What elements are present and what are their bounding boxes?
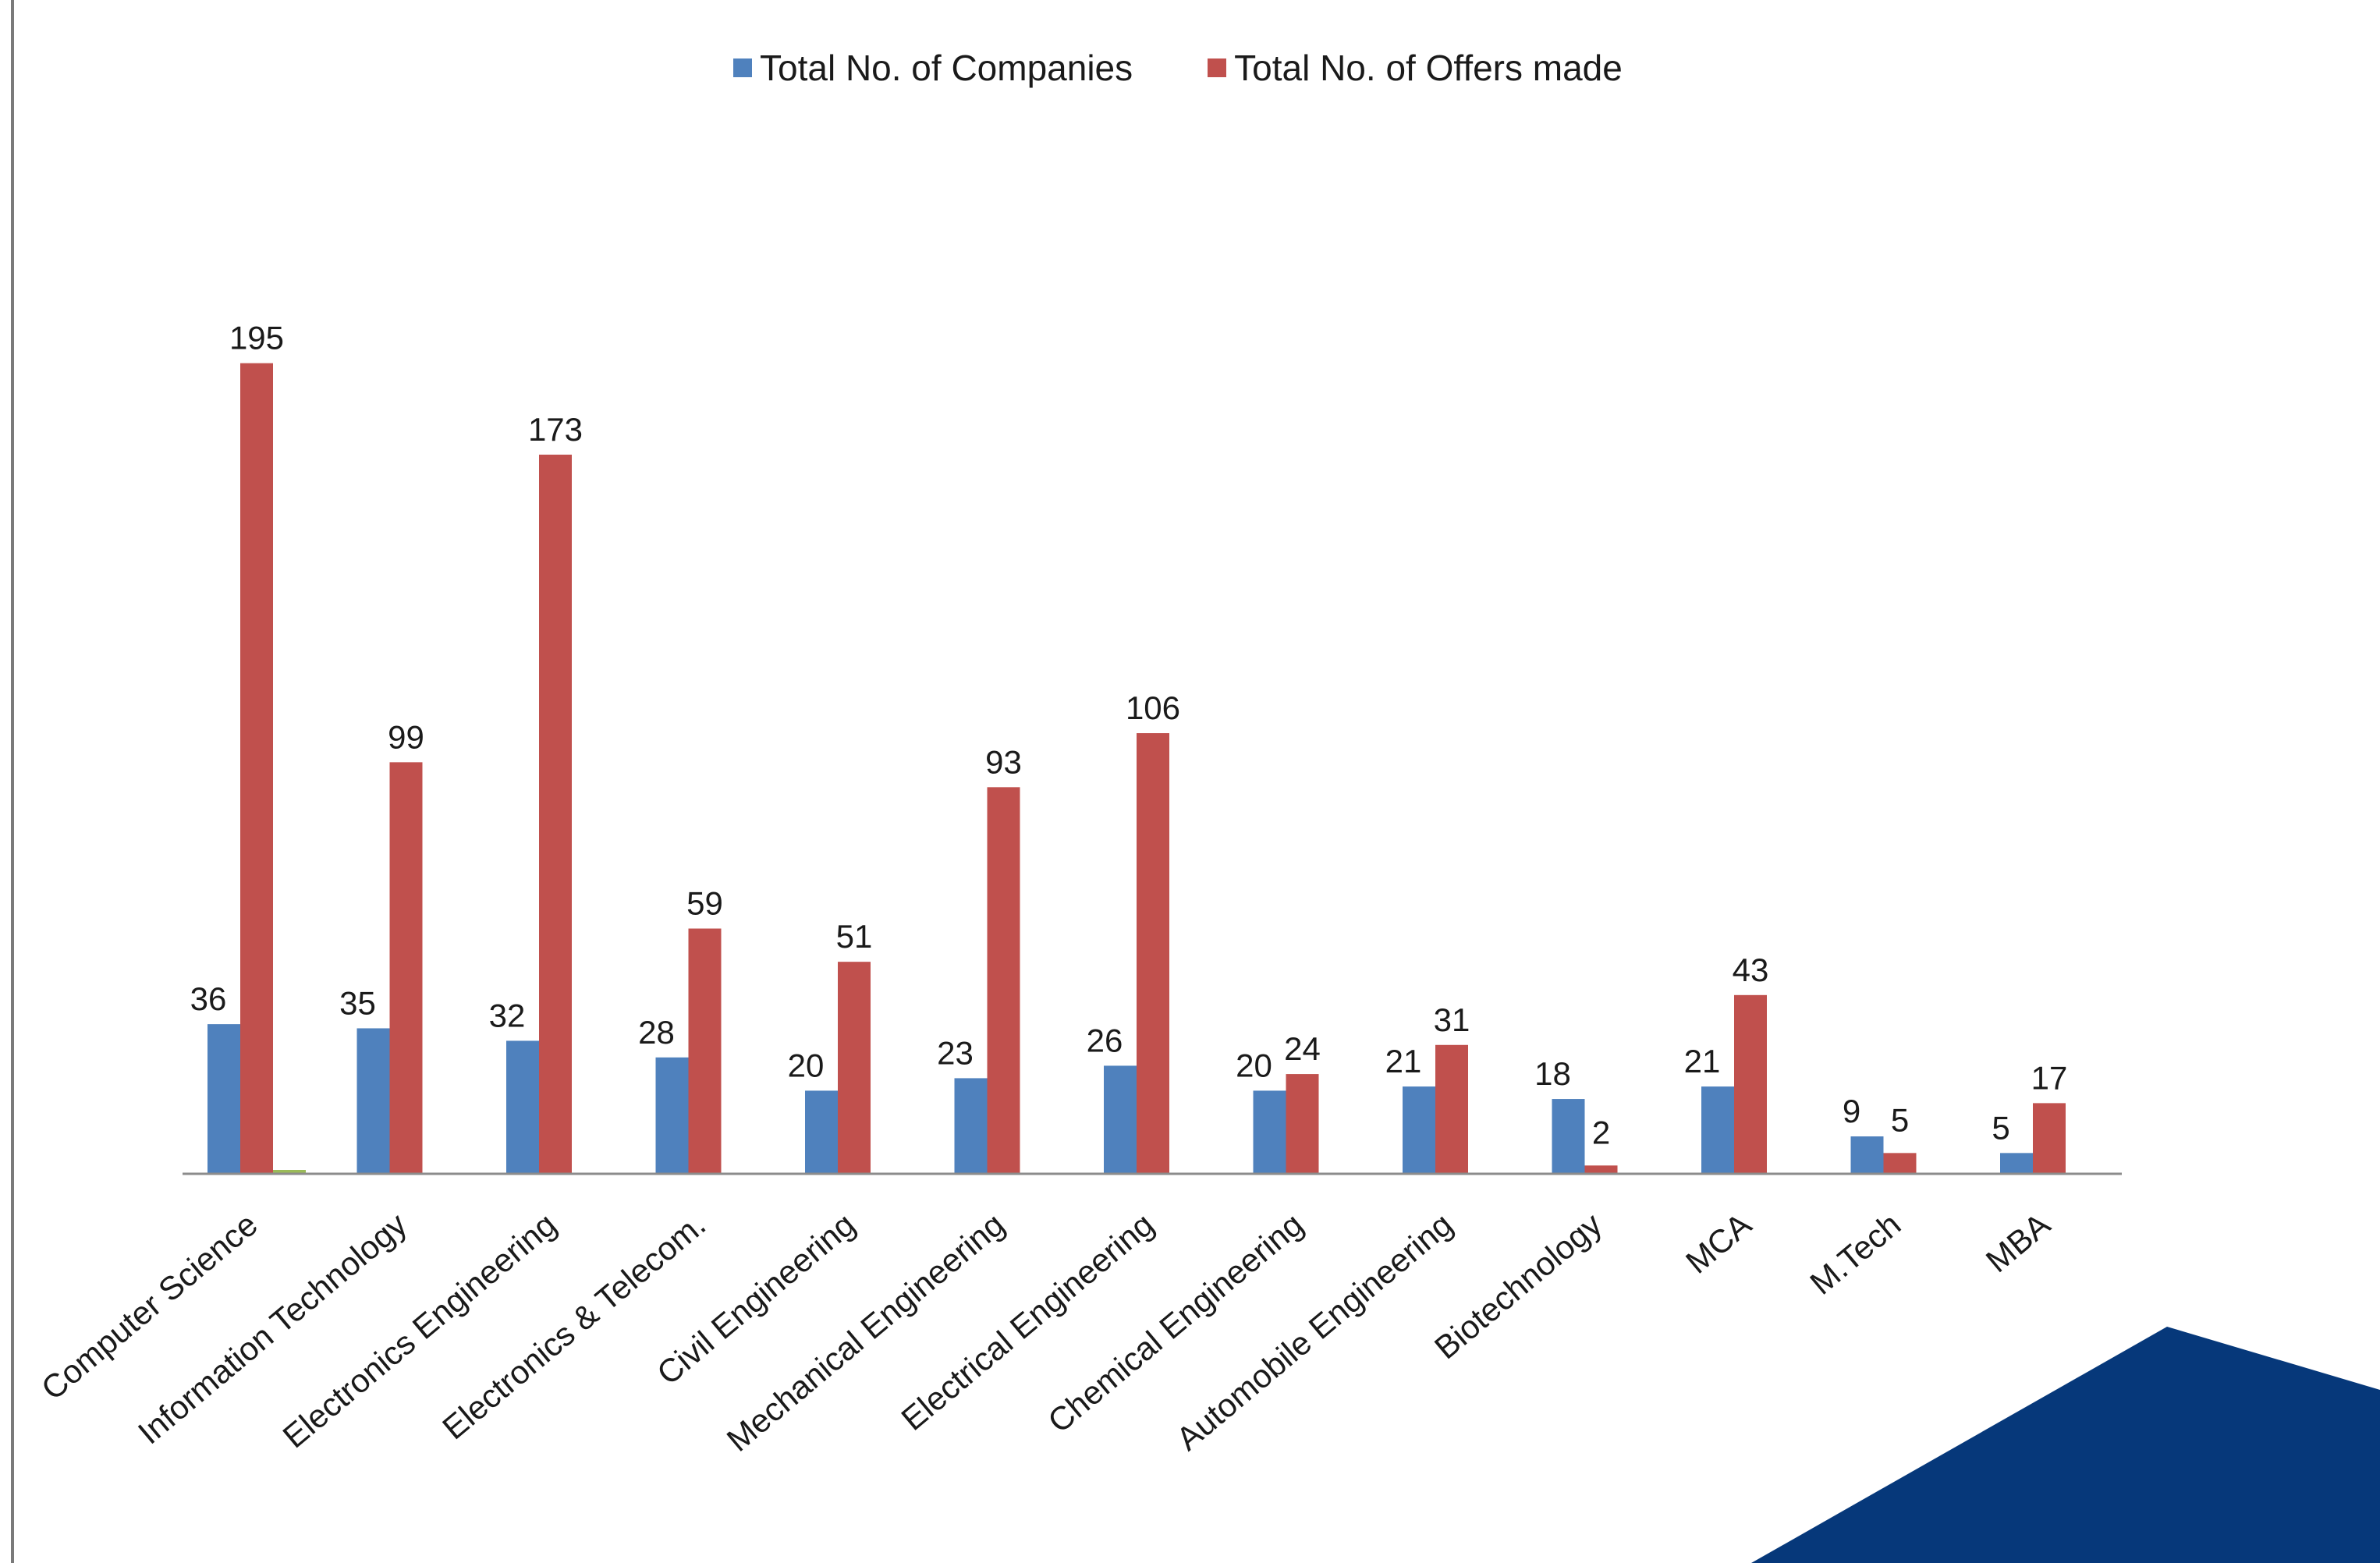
bar-companies-electronics-engineering (506, 1040, 539, 1174)
data-label-companies-mba: 5 (1992, 1109, 2009, 1146)
bar-offers-electrical-engineering (1137, 733, 1169, 1174)
bar-companies-chemical-engineering (1253, 1090, 1286, 1174)
x-tick-label-m-tech: M.Tech (1803, 1206, 1907, 1302)
x-tick-label-automobile-engineering: Automobile Engineering (1169, 1206, 1460, 1458)
x-tick-label-electronics-telecom: Electronics & Telecom. (435, 1206, 712, 1447)
x-tick-label-electronics-engineering: Electronics Engineering (276, 1206, 563, 1455)
data-label-offers-information-technology: 99 (388, 718, 424, 755)
bar-companies-automobile-engineering (1403, 1086, 1435, 1174)
stray-bar-sliver (273, 1170, 306, 1174)
bar-offers-mechanical-engineering (987, 787, 1020, 1174)
data-label-companies-mca: 21 (1684, 1043, 1721, 1079)
data-label-offers-civil-engineering: 51 (836, 918, 873, 955)
bar-companies-computer-science (207, 1024, 240, 1174)
data-label-offers-biotechnology: 2 (1592, 1114, 1610, 1150)
bar-offers-electronics-engineering (539, 454, 572, 1174)
data-label-companies-chemical-engineering: 20 (1236, 1047, 1272, 1083)
corner-decoration-shape (1751, 1327, 2380, 1563)
data-label-offers-mechanical-engineering: 93 (985, 743, 1022, 780)
bar-offers-automobile-engineering (1435, 1044, 1468, 1174)
data-label-offers-computer-science: 195 (229, 320, 284, 356)
bar-companies-information-technology (356, 1028, 390, 1174)
bar-companies-mechanical-engineering (954, 1078, 988, 1174)
data-label-companies-m-tech: 9 (1843, 1093, 1860, 1129)
bar-offers-m-tech (1883, 1153, 1917, 1174)
bars-layer (207, 363, 2066, 1174)
bar-companies-mba (2000, 1153, 2033, 1174)
bar-offers-civil-engineering (838, 962, 871, 1174)
bar-companies-biotechnology (1552, 1099, 1585, 1174)
data-label-companies-information-technology: 35 (339, 984, 376, 1021)
bar-companies-mca (1701, 1086, 1734, 1174)
bar-offers-computer-science (240, 363, 273, 1174)
data-label-offers-chemical-engineering: 24 (1284, 1030, 1321, 1067)
bar-offers-chemical-engineering (1286, 1074, 1319, 1174)
data-label-offers-electronics-telecom: 59 (686, 885, 723, 922)
bar-offers-biotechnology (1584, 1165, 1618, 1174)
legend-swatch-offers (1208, 58, 1227, 77)
data-label-offers-m-tech: 5 (1891, 1101, 1909, 1138)
legend-swatch-companies (733, 58, 752, 77)
data-label-offers-mca: 43 (1733, 952, 1769, 988)
left-border-line (11, 0, 14, 1563)
bar-offers-mca (1734, 994, 1767, 1174)
bar-companies-electrical-engineering (1104, 1065, 1137, 1174)
data-label-offers-electrical-engineering: 106 (1126, 689, 1180, 726)
data-label-offers-mba: 17 (2031, 1059, 2068, 1096)
chart-legend: Total No. of Companies Total No. of Offe… (733, 47, 1623, 89)
data-label-companies-electrical-engineering: 26 (1087, 1022, 1123, 1058)
data-label-companies-automobile-engineering: 21 (1385, 1043, 1422, 1079)
data-label-offers-automobile-engineering: 31 (1434, 1001, 1470, 1038)
data-label-companies-civil-engineering: 20 (788, 1047, 825, 1083)
data-label-companies-computer-science: 36 (190, 980, 227, 1017)
bar-companies-m-tech (1850, 1136, 1884, 1174)
data-label-companies-electronics-telecom: 28 (638, 1014, 675, 1051)
data-label-companies-biotechnology: 18 (1534, 1055, 1571, 1092)
legend-label-companies: Total No. of Companies (760, 48, 1133, 88)
legend-item-offers: Total No. of Offers made (1208, 47, 1623, 89)
x-tick-label-electrical-engineering: Electrical Engineering (894, 1206, 1160, 1437)
bar-offers-mba (2033, 1103, 2066, 1174)
bar-offers-electronics-telecom (688, 928, 722, 1174)
data-label-companies-electronics-engineering: 32 (489, 997, 526, 1033)
bar-companies-civil-engineering (805, 1090, 838, 1174)
x-tick-label-chemical-engineering: Chemical Engineering (1041, 1206, 1310, 1440)
legend-label-offers: Total No. of Offers made (1234, 48, 1623, 88)
bar-companies-electronics-telecom (655, 1057, 689, 1174)
x-tick-label-mechanical-engineering: Mechanical Engineering (720, 1206, 1012, 1458)
legend-item-companies: Total No. of Companies (733, 47, 1133, 89)
bar-offers-information-technology (389, 762, 423, 1174)
x-tick-label-information-technology: Information Technology (131, 1206, 413, 1451)
data-label-offers-electronics-engineering: 173 (528, 411, 583, 448)
x-tick-label-mba: MBA (1979, 1206, 2057, 1280)
x-tick-label-mca: MCA (1679, 1206, 1758, 1281)
data-label-companies-mechanical-engineering: 23 (937, 1034, 974, 1071)
